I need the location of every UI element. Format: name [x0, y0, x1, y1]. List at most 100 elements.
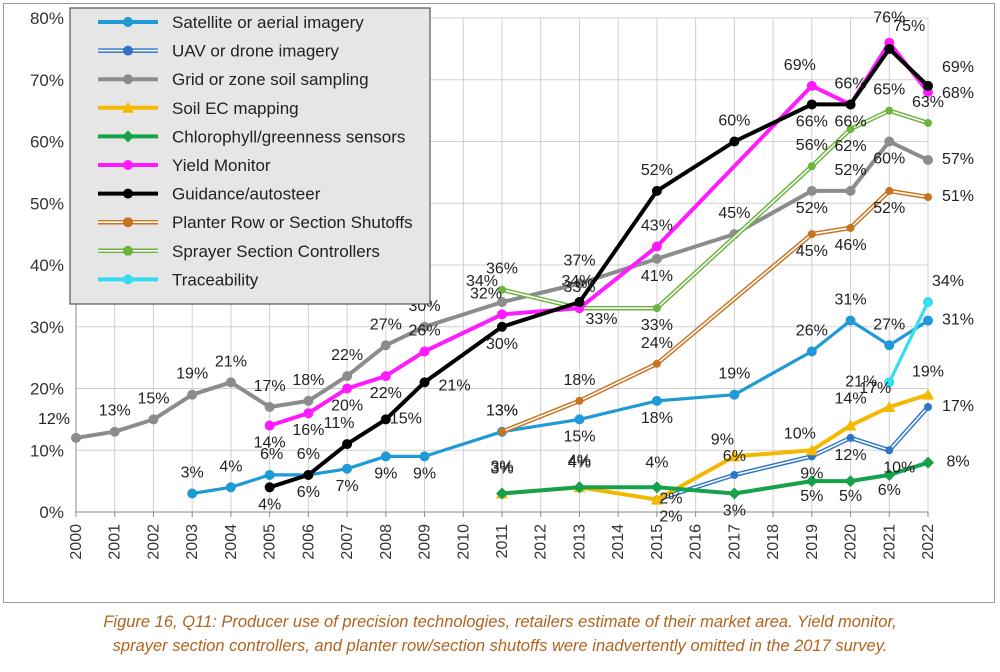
data-label: 10%: [883, 459, 915, 476]
y-tick-label: 20%: [30, 380, 64, 399]
legend-label: Guidance/autosteer: [172, 185, 321, 204]
data-label: 15%: [390, 410, 422, 427]
data-label: 45%: [796, 243, 828, 260]
x-tick-label: 2017: [726, 524, 743, 560]
data-point: [574, 278, 585, 289]
data-point: [651, 241, 662, 252]
data-label: 31%: [942, 312, 974, 329]
data-point: [922, 388, 934, 400]
data-point: [845, 315, 856, 326]
data-label: 21%: [439, 377, 471, 394]
data-point: [575, 396, 584, 405]
data-point: [574, 414, 585, 425]
data-label: 66%: [835, 113, 867, 130]
data-label: 52%: [796, 200, 828, 217]
data-label: 19%: [912, 364, 944, 381]
data-point: [497, 321, 507, 332]
data-label: 51%: [942, 188, 974, 205]
data-point: [923, 297, 933, 308]
data-point: [380, 414, 391, 425]
data-point: [884, 377, 895, 388]
data-label: 68%: [942, 85, 974, 102]
data-label: 52%: [835, 162, 867, 179]
data-point: [71, 432, 81, 443]
data-point: [419, 451, 430, 462]
data-label: 6%: [297, 484, 320, 501]
axes: 0% 10% 20% 30% 40% 50% 60% 70% 80% 2000 2001 2002 20…: [30, 9, 937, 560]
data-label: 20%: [331, 398, 363, 415]
data-point: [187, 488, 198, 499]
legend-label: Yield Monitor: [172, 156, 271, 175]
data-label: 31%: [835, 292, 867, 309]
data-label: 12%: [835, 447, 867, 464]
data-label: 63%: [912, 94, 944, 111]
data-point: [342, 383, 353, 394]
legend-marker: [123, 160, 133, 170]
caption-line-2: sprayer section controllers, and planter…: [112, 637, 888, 655]
data-point: [264, 420, 275, 431]
data-label: 15%: [137, 390, 169, 407]
data-point: [187, 389, 198, 400]
data-label: 3%: [490, 458, 513, 475]
data-point: [807, 162, 816, 171]
data-label: 7%: [336, 478, 359, 495]
x-tick-label: 2022: [920, 524, 937, 560]
legend-label: Traceability: [172, 270, 259, 289]
data-label: 3%: [181, 464, 204, 481]
data-label: 21%: [215, 353, 247, 370]
y-tick-label: 40%: [30, 256, 64, 275]
data-point: [923, 315, 933, 326]
data-point: [728, 450, 741, 462]
data-point: [730, 470, 739, 479]
data-label: 9%: [413, 465, 436, 482]
legend-marker: [123, 45, 133, 56]
y-tick-label: 0%: [39, 503, 64, 522]
x-tick-label: 2009: [417, 524, 434, 560]
data-point: [574, 297, 585, 308]
data-point: [497, 309, 507, 320]
data-label: 4%: [219, 458, 242, 475]
data-label: 16%: [292, 422, 324, 439]
x-tick-label: 2021: [881, 524, 898, 560]
series-line: [75, 139, 929, 440]
x-tick-label: 2015: [649, 524, 666, 560]
data-label: 34%: [561, 273, 593, 290]
x-tick-label: 2019: [804, 524, 821, 560]
data-label: 60%: [873, 151, 905, 168]
data-point: [342, 371, 353, 382]
x-tick-label: 2000: [68, 524, 85, 560]
data-label: 11%: [324, 415, 355, 432]
data-label: 8%: [946, 454, 969, 471]
data-label: 34%: [932, 273, 964, 290]
x-tick-label: 2020: [843, 524, 860, 560]
data-point: [264, 402, 275, 413]
data-label: 6%: [878, 482, 901, 499]
data-label: 52%: [873, 200, 905, 217]
data-point: [264, 482, 275, 493]
data-point: [806, 99, 817, 110]
data-label: 5%: [839, 488, 862, 505]
data-labels: 3% 4% 6% 6% 7% 9% 9% 13% 15% 18% 19% 26% 31% 27% 31% 2%…: [38, 10, 974, 526]
data-label: 66%: [835, 75, 867, 92]
y-tick-label: 50%: [30, 194, 64, 213]
data-label: 14%: [254, 435, 286, 452]
data-label: 18%: [563, 372, 595, 389]
data-point: [884, 43, 895, 54]
x-tick-label: 2011: [494, 524, 511, 559]
data-label: 33%: [641, 317, 673, 334]
data-label: 34%: [466, 273, 498, 290]
data-label: 60%: [718, 113, 750, 130]
data-label: 17%: [859, 380, 891, 397]
x-tick-label: 2007: [339, 524, 356, 560]
data-label: 22%: [331, 347, 363, 364]
data-label: 3%: [490, 460, 513, 477]
data-point: [419, 346, 430, 357]
data-label: 69%: [784, 57, 816, 74]
data-label: 33%: [563, 279, 595, 296]
data-label: 41%: [641, 268, 673, 285]
data-point: [652, 359, 661, 368]
data-label: 4%: [568, 452, 591, 469]
data-point: [846, 223, 855, 232]
data-label: 19%: [176, 366, 208, 383]
y-tick-label: 70%: [30, 71, 64, 90]
